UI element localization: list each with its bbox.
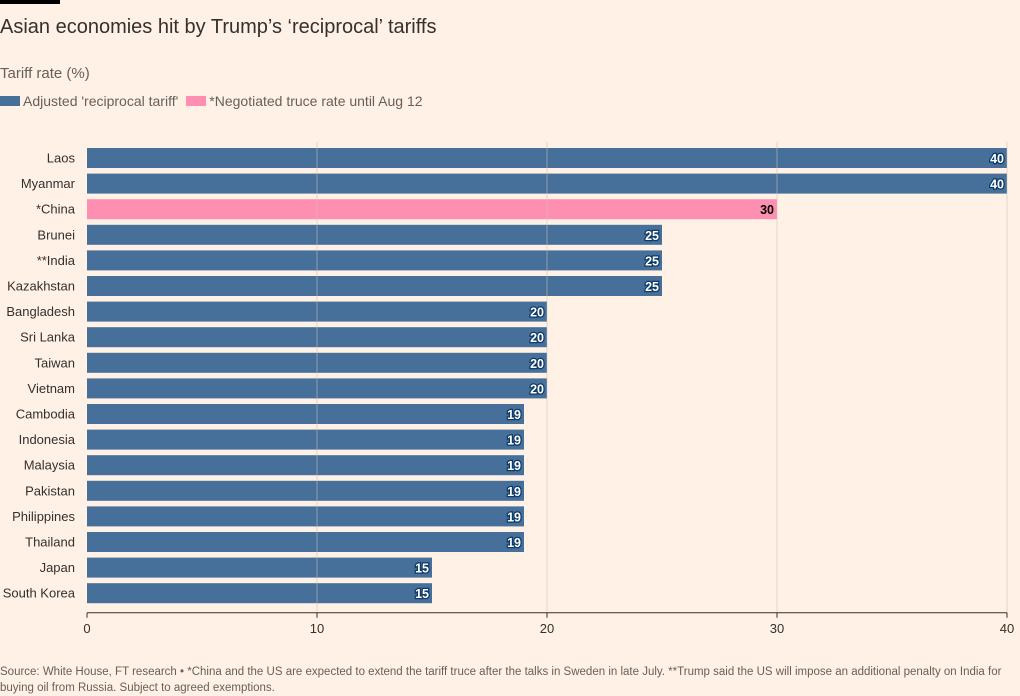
source-footnote: Source: White House, FT research • *Chin… [0, 666, 1002, 694]
data-label: 20 [530, 357, 544, 371]
category-label: Laos [47, 151, 76, 166]
category-label: Thailand [25, 535, 75, 550]
category-label: Philippines [12, 509, 75, 524]
category-label: Sri Lanka [20, 330, 76, 345]
x-tick-label: 10 [310, 621, 324, 635]
legend-label-truce: *Negotiated truce rate until Aug 12 [209, 93, 423, 109]
x-tick-label: 40 [1000, 621, 1014, 635]
category-label: Pakistan [25, 483, 75, 498]
data-label: 15 [415, 587, 429, 601]
data-label: 20 [530, 331, 544, 345]
category-label: *China [36, 202, 76, 217]
legend: Adjusted 'reciprocal tariff' *Negotiated… [0, 93, 431, 109]
category-label: Vietnam [28, 381, 75, 396]
top-rule [0, 0, 60, 4]
data-label: 25 [645, 229, 659, 243]
category-label: Brunei [37, 227, 75, 242]
data-label: 40 [990, 152, 1004, 166]
category-label: Bangladesh [6, 304, 75, 319]
legend-swatch-truce [186, 96, 207, 106]
data-label: 19 [507, 485, 521, 499]
data-label: 40 [990, 178, 1004, 192]
category-label: Kazakhstan [7, 279, 75, 294]
category-label: **India [37, 253, 76, 268]
bar-17 [87, 583, 432, 604]
data-label: 15 [415, 562, 429, 576]
data-label: 19 [507, 510, 521, 524]
category-label: Myanmar [21, 176, 76, 191]
data-label: 19 [507, 408, 521, 422]
data-label: 19 [507, 536, 521, 550]
bar-14 [87, 506, 524, 527]
category-label: Malaysia [24, 458, 76, 473]
bar-11 [87, 429, 524, 450]
legend-swatch-adjusted [0, 96, 20, 106]
legend-label-adjusted: Adjusted 'reciprocal tariff' [23, 93, 179, 109]
data-label: 20 [530, 306, 544, 320]
category-label: Japan [40, 560, 75, 575]
category-label: Taiwan [35, 355, 75, 370]
chart-subtitle: Tariff rate (%) [0, 65, 90, 82]
data-label: 30 [760, 203, 774, 217]
legend-item-adjusted: Adjusted 'reciprocal tariff' [0, 93, 178, 109]
category-label: Indonesia [19, 432, 76, 447]
data-label: 25 [645, 280, 659, 294]
x-tick-label: 0 [83, 621, 90, 635]
bar-15 [87, 532, 524, 552]
category-label: South Korea [3, 586, 76, 601]
legend-item-truce: *Negotiated truce rate until Aug 12 [186, 93, 423, 109]
x-tick-label: 30 [770, 621, 784, 635]
data-label: 25 [645, 254, 659, 268]
bar-16 [87, 557, 432, 578]
bar-2 [87, 199, 777, 220]
bar-chart: Laos Myanmar *China Brunei **India Kazakhstan… [3, 142, 1014, 635]
data-label: 19 [507, 434, 521, 448]
bar-4 [87, 250, 662, 271]
x-tick-label: 20 [540, 621, 554, 635]
data-label: 20 [530, 382, 544, 396]
bar-3 [87, 224, 662, 245]
bar-12 [87, 455, 524, 476]
bar-5 [87, 276, 662, 296]
bar-10 [87, 404, 524, 424]
data-label: 19 [507, 459, 521, 473]
bar-13 [87, 480, 524, 501]
chart-title: Asian economies hit by Trump’s ‘reciproc… [0, 16, 437, 38]
category-label: Cambodia [16, 407, 76, 422]
